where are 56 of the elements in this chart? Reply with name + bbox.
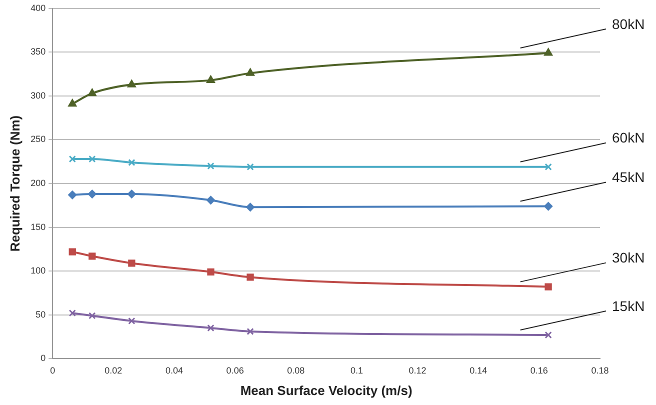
y-tick-label: 200 — [30, 178, 46, 188]
point — [246, 163, 254, 170]
point — [127, 190, 136, 198]
x-tick-label: 0.08 — [287, 365, 305, 376]
point — [128, 260, 136, 267]
text: 60kN — [612, 130, 645, 146]
point — [68, 99, 77, 107]
x-axis-title: Mean Surface Velocity (m/s) — [240, 382, 412, 398]
y-tick-label: 400 — [30, 2, 46, 13]
point — [128, 158, 136, 166]
point — [127, 80, 136, 88]
point — [88, 252, 96, 260]
y-tick-label: 50 — [36, 309, 46, 320]
x-tick-label: 0.1 — [350, 365, 363, 376]
x-tick-label: 0.06 — [226, 365, 244, 376]
x-tick-label: 0.16 — [530, 365, 548, 376]
y-tick-label: 150 — [30, 222, 46, 232]
y-tick-label: 250 — [30, 134, 46, 144]
point — [68, 248, 76, 256]
point — [544, 48, 553, 56]
point — [128, 317, 136, 325]
point — [88, 312, 96, 320]
point — [207, 162, 214, 170]
point — [207, 268, 214, 276]
point — [246, 68, 254, 76]
point — [544, 331, 552, 339]
point — [544, 163, 552, 170]
point — [88, 88, 96, 96]
point — [88, 190, 96, 198]
point — [68, 155, 76, 163]
y-tick-label: 100 — [30, 266, 46, 276]
x-tick-label: 0.14 — [470, 365, 488, 376]
point — [246, 328, 254, 336]
x-tick-label: 0.04 — [165, 365, 184, 376]
point — [68, 190, 77, 200]
point — [246, 274, 254, 281]
point — [544, 202, 553, 211]
point — [246, 202, 255, 212]
y-axis-title: Required Torque (Nm) — [7, 115, 22, 252]
point — [206, 75, 215, 83]
x-tick-label: 0.02 — [104, 365, 122, 376]
text: 80kN — [612, 16, 645, 32]
text: 30kN — [612, 250, 645, 266]
point — [206, 196, 215, 204]
text: 45kN — [612, 169, 645, 186]
x-tick-label: 0 — [50, 365, 56, 376]
text: 15kN — [612, 298, 645, 314]
x-tick-label: 0.18 — [591, 365, 609, 376]
y-tick-label: 350 — [30, 46, 46, 57]
x-tick-label: 0.12 — [408, 365, 426, 376]
point — [68, 309, 76, 317]
point — [544, 283, 552, 290]
y-tick-label: 300 — [30, 90, 46, 100]
y-tick-label: 0 — [40, 353, 46, 364]
point — [207, 324, 214, 332]
point — [88, 155, 96, 163]
